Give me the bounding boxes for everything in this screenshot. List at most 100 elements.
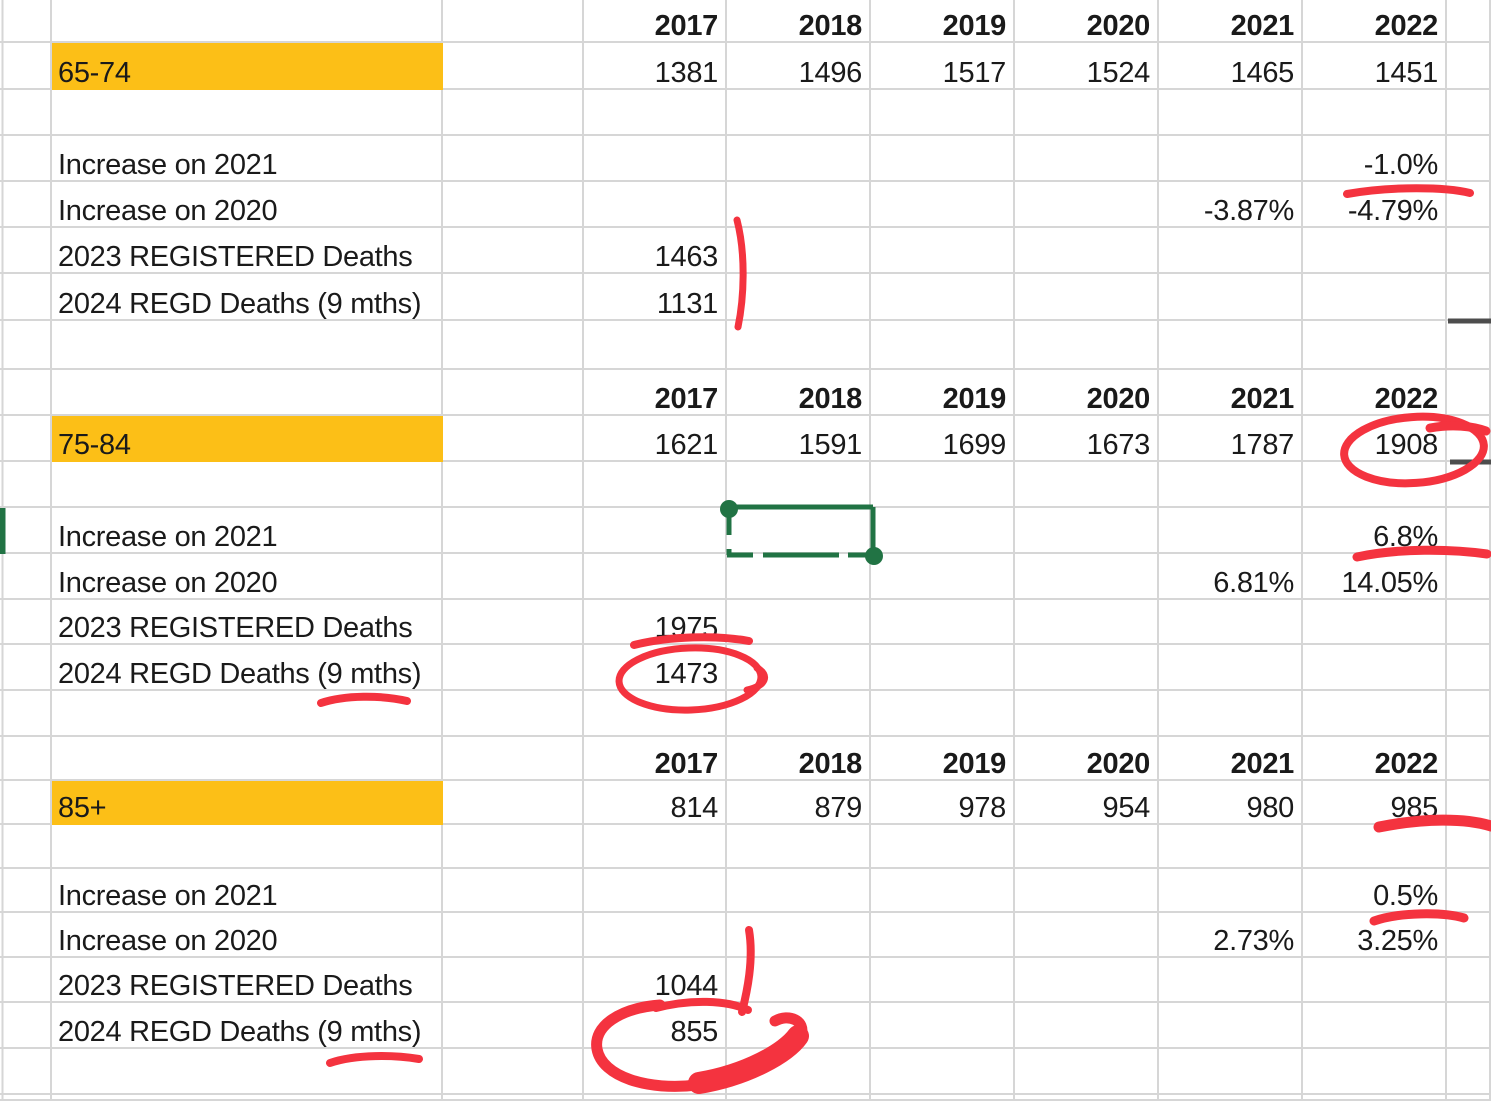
cell-r12c0[interactable]: [0, 554, 52, 600]
cell-r0c1[interactable]: [52, 0, 443, 43]
cell-r24c3[interactable]: [584, 1095, 727, 1101]
cell-r20c3[interactable]: [584, 913, 727, 958]
cell-r11c3[interactable]: [584, 508, 727, 554]
cell-r18c5[interactable]: [871, 825, 1015, 869]
cell-r2c6[interactable]: [1015, 90, 1159, 136]
year-header-2021-85+[interactable]: 2021: [1159, 737, 1303, 781]
cell-r23c1[interactable]: [52, 1049, 443, 1095]
cell-r12c9[interactable]: [1447, 554, 1491, 600]
year-header-2019-65-74[interactable]: 2019: [871, 0, 1015, 43]
increase-on-2021-2022-85+[interactable]: 0.5%: [1303, 869, 1447, 913]
cell-r11c5[interactable]: [871, 508, 1015, 554]
cell-r2c1[interactable]: [52, 90, 443, 136]
cell-r19c5[interactable]: [871, 869, 1015, 913]
cell-r22c7[interactable]: [1159, 1003, 1303, 1049]
year-header-2017-65-74[interactable]: 2017: [584, 0, 727, 43]
year-header-2020-85+[interactable]: 2020: [1015, 737, 1159, 781]
cell-r7c6[interactable]: [1015, 321, 1159, 370]
cell-r16c1[interactable]: [52, 737, 443, 781]
cell-r15c7[interactable]: [1159, 691, 1303, 737]
cell-r7c7[interactable]: [1159, 321, 1303, 370]
age-group-cell-85+[interactable]: 85+: [52, 781, 443, 825]
cell-r20c9[interactable]: [1447, 913, 1491, 958]
increase-on-2020-2022-85+[interactable]: 3.25%: [1303, 913, 1447, 958]
cell-r24c8[interactable]: [1303, 1095, 1447, 1101]
cell-r10c5[interactable]: [871, 462, 1015, 508]
year-header-2022-85+[interactable]: 2022: [1303, 737, 1447, 781]
cell-r21c5[interactable]: [871, 958, 1015, 1003]
age-group-cell-65-74[interactable]: 65-74: [52, 43, 443, 90]
cell-r14c7[interactable]: [1159, 645, 1303, 691]
cell-r7c5[interactable]: [871, 321, 1015, 370]
cell-r8c9[interactable]: [1447, 370, 1491, 416]
cell-r22c4[interactable]: [727, 1003, 871, 1049]
cell-r23c7[interactable]: [1159, 1049, 1303, 1095]
cell-r5c6[interactable]: [1015, 228, 1159, 274]
deaths-85+-2021[interactable]: 980: [1159, 781, 1303, 825]
cell-r19c2[interactable]: [443, 869, 584, 913]
cell-r14c8[interactable]: [1303, 645, 1447, 691]
cell-r16c2[interactable]: [443, 737, 584, 781]
label-increase-on-2020-65-74[interactable]: Increase on 2020: [52, 182, 443, 228]
cell-r12c3[interactable]: [584, 554, 727, 600]
cell-r10c2[interactable]: [443, 462, 584, 508]
label-increase-on-2021-75-84[interactable]: Increase on 2021: [52, 508, 443, 554]
cell-r10c6[interactable]: [1015, 462, 1159, 508]
label-increase-on-2020-75-84[interactable]: Increase on 2020: [52, 554, 443, 600]
cell-r9c0[interactable]: [0, 416, 52, 462]
cell-r21c8[interactable]: [1303, 958, 1447, 1003]
cell-r10c8[interactable]: [1303, 462, 1447, 508]
cell-r1c9[interactable]: [1447, 43, 1491, 90]
cell-r12c6[interactable]: [1015, 554, 1159, 600]
cell-r6c5[interactable]: [871, 274, 1015, 321]
cell-r22c0[interactable]: [0, 1003, 52, 1049]
year-header-2019-75-84[interactable]: 2019: [871, 370, 1015, 416]
cell-r23c0[interactable]: [0, 1049, 52, 1095]
cell-r8c0[interactable]: [0, 370, 52, 416]
deaths-65-74-2021[interactable]: 1465: [1159, 43, 1303, 90]
cell-r18c3[interactable]: [584, 825, 727, 869]
cell-r1c2[interactable]: [443, 43, 584, 90]
registered-deaths-2023-75-84[interactable]: 1975: [584, 600, 727, 645]
cell-r7c1[interactable]: [52, 321, 443, 370]
deaths-75-84-2022[interactable]: 1908: [1303, 416, 1447, 462]
cell-r10c1[interactable]: [52, 462, 443, 508]
cell-r16c0[interactable]: [0, 737, 52, 781]
cell-r2c5[interactable]: [871, 90, 1015, 136]
deaths-85+-2017[interactable]: 814: [584, 781, 727, 825]
year-header-2022-65-74[interactable]: 2022: [1303, 0, 1447, 43]
cell-r6c8[interactable]: [1303, 274, 1447, 321]
cell-r3c7[interactable]: [1159, 136, 1303, 182]
increase-on-2020-2022-65-74[interactable]: -4.79%: [1303, 182, 1447, 228]
increase-on-2021-2022-65-74[interactable]: -1.0%: [1303, 136, 1447, 182]
cell-r17c0[interactable]: [0, 781, 52, 825]
cell-r11c7[interactable]: [1159, 508, 1303, 554]
cell-r10c9[interactable]: [1447, 462, 1491, 508]
cell-r6c2[interactable]: [443, 274, 584, 321]
cell-r4c3[interactable]: [584, 182, 727, 228]
label-2024-regd-deaths-75-84[interactable]: 2024 REGD Deaths (9 mths): [52, 645, 443, 691]
cell-r18c0[interactable]: [0, 825, 52, 869]
cell-r2c4[interactable]: [727, 90, 871, 136]
cell-r10c3[interactable]: [584, 462, 727, 508]
label-increase-on-2020-85+[interactable]: Increase on 2020: [52, 913, 443, 958]
cell-r23c3[interactable]: [584, 1049, 727, 1095]
cell-r12c4[interactable]: [727, 554, 871, 600]
cell-r20c4[interactable]: [727, 913, 871, 958]
cell-r4c5[interactable]: [871, 182, 1015, 228]
cell-r21c9[interactable]: [1447, 958, 1491, 1003]
cell-r23c5[interactable]: [871, 1049, 1015, 1095]
cell-r18c9[interactable]: [1447, 825, 1491, 869]
cell-r5c0[interactable]: [0, 228, 52, 274]
registered-deaths-2023-65-74[interactable]: 1463: [584, 228, 727, 274]
cell-r20c5[interactable]: [871, 913, 1015, 958]
cell-r15c0[interactable]: [0, 691, 52, 737]
year-header-2018-75-84[interactable]: 2018: [727, 370, 871, 416]
regd-deaths-2024-75-84[interactable]: 1473: [584, 645, 727, 691]
year-header-2020-65-74[interactable]: 2020: [1015, 0, 1159, 43]
cell-r15c8[interactable]: [1303, 691, 1447, 737]
cell-r18c6[interactable]: [1015, 825, 1159, 869]
cell-r24c0[interactable]: [0, 1095, 52, 1101]
cell-r5c7[interactable]: [1159, 228, 1303, 274]
cell-r3c6[interactable]: [1015, 136, 1159, 182]
